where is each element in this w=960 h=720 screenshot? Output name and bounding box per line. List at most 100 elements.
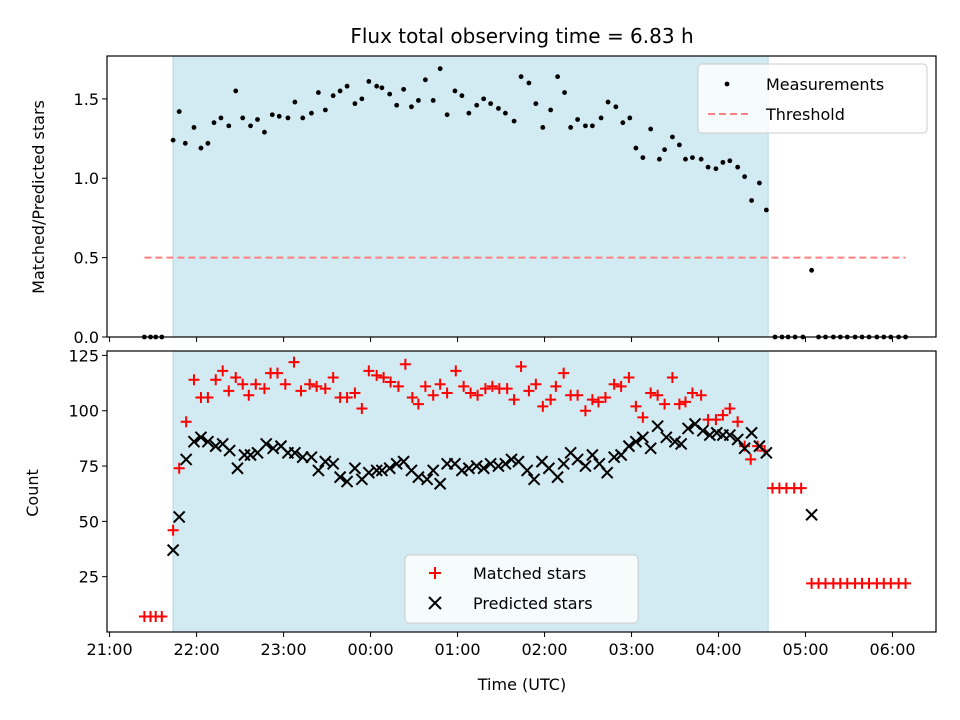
matched-stars-point bbox=[406, 391, 418, 403]
matched-stars-point bbox=[666, 372, 678, 384]
measurements-point bbox=[533, 101, 539, 107]
y-tick-label: 1.0 bbox=[74, 169, 99, 188]
matched-stars-point bbox=[341, 391, 353, 403]
matched-stars-point bbox=[167, 524, 179, 536]
matched-stars-point bbox=[724, 403, 736, 415]
measurements-point bbox=[309, 110, 314, 116]
measurements-point bbox=[648, 126, 654, 132]
measurements-point bbox=[598, 115, 604, 121]
measurements-point bbox=[170, 137, 176, 143]
predicted-stars-point bbox=[209, 439, 222, 453]
matched-stars-point bbox=[392, 380, 404, 392]
measurements-point bbox=[526, 80, 532, 86]
matched-stars-point bbox=[210, 374, 222, 386]
matched-stars-point bbox=[623, 372, 635, 384]
measurements-point bbox=[503, 110, 508, 116]
measurements-point bbox=[548, 107, 554, 113]
predicted-stars-point bbox=[622, 439, 636, 453]
predicted-stars-point bbox=[723, 428, 737, 442]
predicted-stars-point bbox=[636, 431, 650, 444]
measurements-point bbox=[518, 74, 524, 80]
matched-stars-point bbox=[537, 400, 549, 412]
y-tick-label: 75 bbox=[79, 457, 99, 476]
predicted-stars-point bbox=[557, 457, 570, 471]
matched-stars-point bbox=[319, 383, 331, 395]
matched-stars-point bbox=[558, 367, 570, 379]
chart-title: Flux total observing time = 6.83 h bbox=[350, 24, 693, 48]
predicted-stars-point bbox=[484, 457, 497, 471]
predicted-stars-point bbox=[681, 422, 695, 435]
predicted-stars-point bbox=[166, 543, 180, 557]
measurements-point bbox=[205, 140, 211, 146]
legend-threshold-label: Threshold bbox=[765, 105, 845, 124]
measurements-point bbox=[374, 83, 380, 89]
matched-stars-point bbox=[637, 411, 649, 423]
matched-stars-point bbox=[508, 394, 520, 406]
x-tick-label: 22:00 bbox=[174, 640, 220, 659]
measurements-point bbox=[640, 155, 646, 161]
predicted-stars-point bbox=[426, 464, 440, 477]
measurements-point bbox=[589, 123, 595, 129]
legend-measurements-marker bbox=[724, 81, 730, 87]
measurements-point bbox=[409, 104, 414, 110]
matched-stars-point bbox=[752, 440, 764, 452]
measurements-point bbox=[233, 88, 239, 94]
x-axis-label: Time (UTC) bbox=[477, 675, 566, 694]
predicted-stars-point bbox=[579, 459, 592, 473]
predicted-stars-point bbox=[551, 470, 564, 484]
predicted-stars-point bbox=[348, 462, 362, 475]
measurements-point bbox=[713, 166, 719, 172]
measurements-point bbox=[662, 147, 667, 153]
predicted-stars-point bbox=[499, 457, 512, 471]
measurements-point bbox=[620, 120, 626, 126]
predicted-stars-point bbox=[194, 431, 208, 444]
measurements-point bbox=[176, 109, 182, 114]
x-tick-label: 03:00 bbox=[608, 640, 654, 659]
predicted-stars-point bbox=[651, 420, 664, 433]
predicted-stars-point bbox=[520, 464, 534, 477]
measurements-point bbox=[555, 74, 561, 80]
measurements-point bbox=[540, 125, 546, 130]
measurements-point bbox=[727, 158, 733, 164]
y-tick-label: 25 bbox=[79, 568, 99, 587]
measurements-point bbox=[330, 93, 336, 99]
measurements-point bbox=[496, 105, 501, 111]
matched-stars-point bbox=[530, 378, 542, 390]
predicted-stars-point bbox=[201, 435, 215, 448]
measurements-point bbox=[705, 164, 711, 170]
predicted-stars-point bbox=[505, 453, 518, 466]
matched-stars-point bbox=[295, 385, 307, 397]
predicted-stars-point bbox=[223, 444, 236, 457]
predicted-stars-point bbox=[333, 470, 347, 484]
counts-panel-frame bbox=[106, 350, 937, 633]
predicted-stars-point bbox=[527, 473, 541, 486]
measurements-point bbox=[198, 145, 204, 151]
measurements-point bbox=[459, 93, 465, 99]
measurements-point bbox=[452, 88, 458, 94]
x-tick-label: 04:00 bbox=[695, 640, 741, 659]
matched-stars-point bbox=[356, 403, 368, 415]
measurements-point bbox=[240, 115, 246, 121]
measurements-point bbox=[344, 83, 350, 89]
matched-stars-point bbox=[434, 378, 446, 390]
y-tick-label: 50 bbox=[79, 512, 99, 531]
matched-stars-point bbox=[412, 398, 424, 410]
observing-interval-shade bbox=[173, 56, 769, 337]
matched-stars-point bbox=[427, 389, 439, 401]
measurements-point bbox=[182, 140, 188, 146]
matched-stars-point bbox=[608, 378, 620, 390]
predicted-stars-point bbox=[187, 435, 201, 448]
matched-stars-point bbox=[156, 611, 168, 623]
matched-stars-point bbox=[572, 389, 584, 401]
matched-stars-point bbox=[630, 400, 642, 412]
matched-stars-point bbox=[180, 416, 192, 428]
ratio-panel-frame bbox=[106, 55, 937, 338]
matched-stars-point bbox=[349, 387, 361, 399]
measurements-point bbox=[627, 115, 633, 121]
measurements-point bbox=[613, 104, 619, 110]
y-tick-label: 0.5 bbox=[74, 249, 99, 268]
predicted-stars-point bbox=[760, 446, 773, 459]
matched-stars-point bbox=[900, 577, 912, 589]
predicted-stars-point bbox=[477, 462, 490, 475]
predicted-stars-point bbox=[231, 462, 244, 475]
